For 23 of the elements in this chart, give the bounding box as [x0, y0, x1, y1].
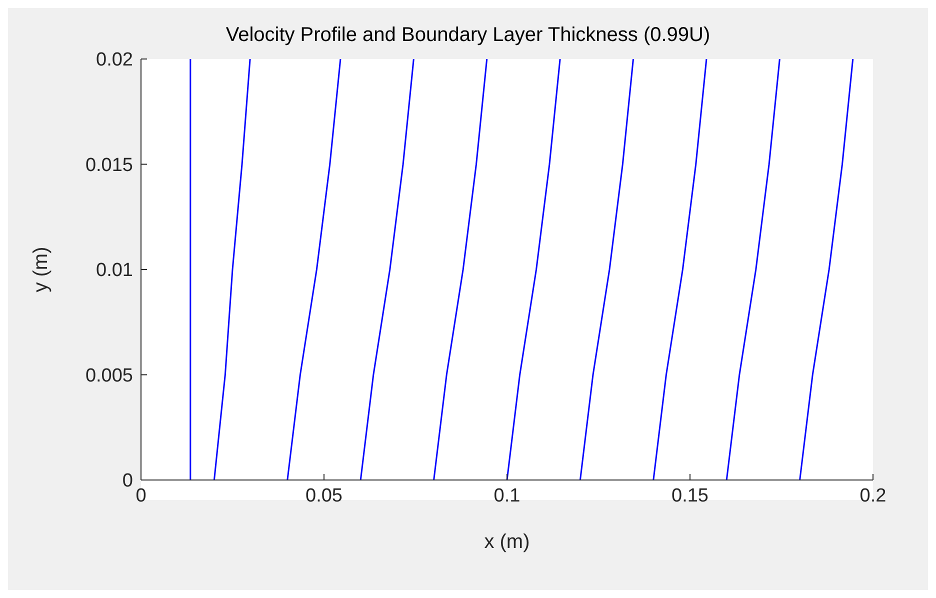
line-series	[579, 59, 634, 480]
line-series	[286, 59, 342, 480]
x-tick-label: 0.1	[494, 485, 520, 506]
line-series	[433, 59, 488, 480]
y-tick-label: 0.005	[85, 365, 133, 386]
x-axis-title: x (m)	[484, 531, 530, 553]
line-series	[506, 59, 561, 480]
x-tick-label: 0.2	[860, 485, 886, 506]
chart-title: Velocity Profile and Boundary Layer Thickness (0.99U)	[224, 24, 712, 47]
line-series	[213, 59, 251, 480]
line-series	[652, 59, 708, 480]
y-tick-label: 0	[122, 470, 133, 492]
line-series	[799, 59, 854, 480]
y-axis-title: y (m)	[30, 246, 52, 292]
line-series	[726, 59, 780, 480]
y-tick-label: 0.01	[96, 260, 133, 282]
line-series	[360, 59, 414, 480]
x-tick-label: 0.05	[306, 485, 342, 506]
line-series	[190, 59, 192, 480]
y-tick-label: 0.015	[85, 154, 133, 176]
y-tick-label: 0.02	[96, 50, 133, 71]
x-tick-label: 0	[136, 485, 146, 506]
x-tick-label: 0.15	[672, 485, 708, 506]
